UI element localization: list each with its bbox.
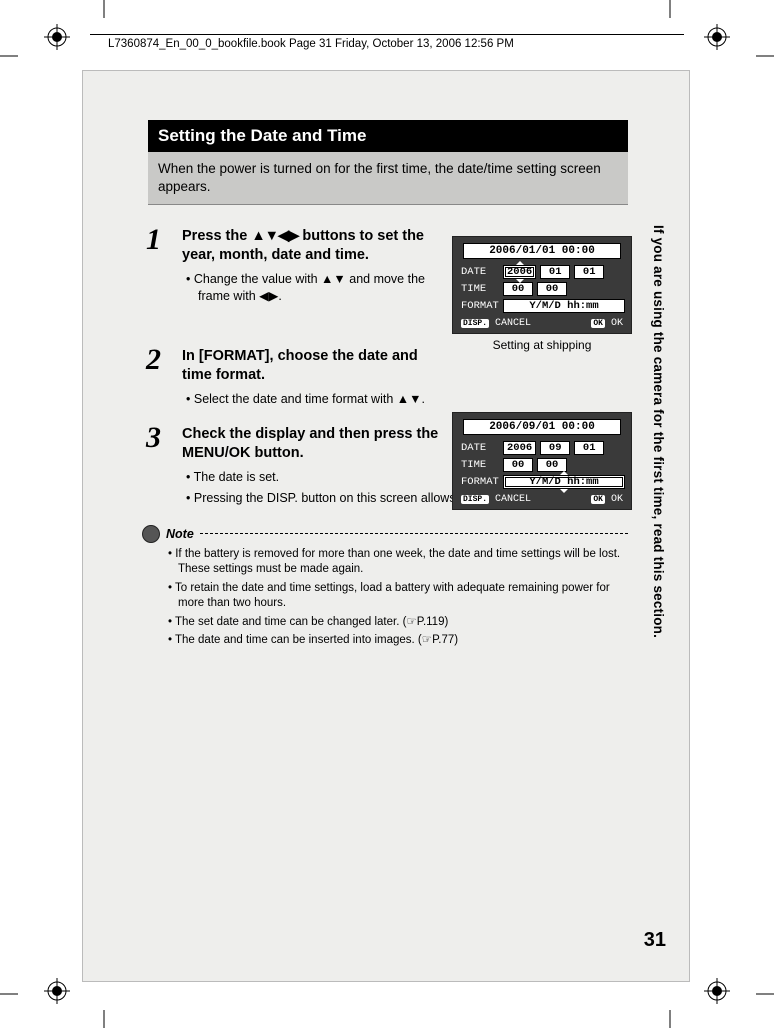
note-item: The set date and time can be changed lat… — [168, 615, 628, 631]
lcd-day: 01 — [574, 265, 604, 279]
step-number: 3 — [146, 421, 161, 455]
lcd-datetime: 2006/09/01 00:00 — [463, 419, 621, 435]
step-3-title: Check the display and then press the MEN… — [182, 425, 442, 463]
lcd-cancel: CANCEL — [495, 494, 531, 505]
step-2-title: In [FORMAT], choose the date and time fo… — [182, 347, 442, 385]
step-1-bullet: Change the value with ▲▼ and move the fr… — [186, 271, 442, 305]
lcd-year: 2006 — [503, 441, 536, 455]
header-path: L7360874_En_00_0_bookfile.book Page 31 F… — [108, 38, 514, 50]
step-2-bullet: Select the date and time format with ▲▼. — [186, 391, 442, 408]
lcd-month: 09 — [540, 441, 570, 455]
lcd-date-label: DATE — [459, 442, 499, 454]
note-item: To retain the date and time settings, lo… — [168, 581, 628, 612]
lcd-format: Y/M/D hh:mm — [503, 475, 625, 489]
lcd-minute: 00 — [537, 282, 567, 296]
intro-box: When the power is turned on for the firs… — [148, 152, 628, 205]
lcd-time-label: TIME — [459, 283, 499, 295]
note-dash — [200, 533, 628, 534]
section-title: Setting the Date and Time — [148, 120, 628, 152]
lcd-ok: OK — [611, 494, 623, 505]
disp-button-icon: DISP. — [461, 319, 489, 328]
header-rule — [90, 34, 684, 35]
step-number: 1 — [146, 223, 161, 257]
step-1-title: Press the ▲▼◀▶ buttons to set the year, … — [182, 227, 442, 265]
side-tab-text: If you are using the camera for the firs… — [651, 225, 666, 638]
note-item: If the battery is removed for more than … — [168, 547, 628, 578]
lcd-year: 2006 — [503, 265, 536, 279]
note-icon — [142, 525, 160, 543]
step-2: 2 In [FORMAT], choose the date and time … — [148, 347, 628, 408]
lcd-month: 01 — [540, 265, 570, 279]
ok-button-icon: OK — [591, 495, 605, 504]
note-item: The date and time can be inserted into i… — [168, 633, 628, 649]
ok-button-icon: OK — [591, 319, 605, 328]
page-number: 31 — [644, 929, 666, 952]
step-1-title-a: Press the — [182, 228, 251, 244]
lcd-datetime: 2006/01/01 00:00 — [463, 243, 621, 259]
lcd-caption: Setting at shipping — [452, 338, 632, 352]
lcd-format: Y/M/D hh:mm — [503, 299, 625, 313]
note-title: Note — [166, 527, 194, 541]
lcd-preview-2: 2006/09/01 00:00 DATE 2006 09 01 TIME 00… — [452, 412, 632, 510]
dpad-icon: ▲▼◀▶ — [251, 228, 298, 244]
lcd-format-label: FORMAT — [459, 476, 499, 488]
lcd-hour: 00 — [503, 458, 533, 472]
lcd-hour: 00 — [503, 282, 533, 296]
lcd-ok: OK — [611, 318, 623, 329]
note-block: Note If the battery is removed for more … — [168, 525, 628, 649]
lcd-cancel: CANCEL — [495, 318, 531, 329]
lcd-date-label: DATE — [459, 266, 499, 278]
lcd-minute: 00 — [537, 458, 567, 472]
lcd-day: 01 — [574, 441, 604, 455]
lcd-preview-1: 2006/01/01 00:00 DATE 2006 01 01 TIME 00… — [452, 236, 632, 352]
lcd-format-label: FORMAT — [459, 300, 499, 312]
lcd-time-label: TIME — [459, 459, 499, 471]
page-content: Setting the Date and Time When the power… — [148, 120, 628, 652]
step-number: 2 — [146, 343, 161, 377]
disp-button-icon: DISP. — [461, 495, 489, 504]
